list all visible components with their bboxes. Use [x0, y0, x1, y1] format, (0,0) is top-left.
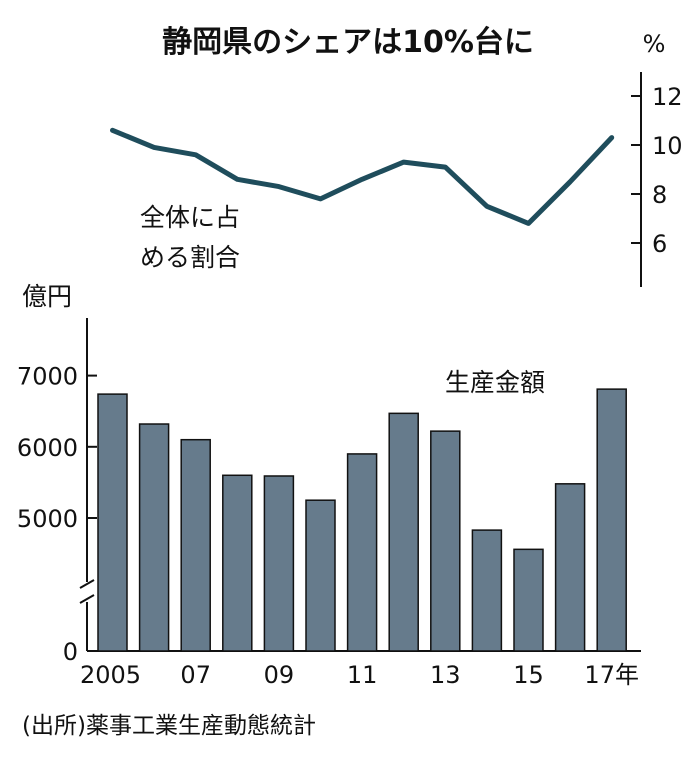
production-y-tick-label: 7000 [17, 363, 78, 391]
production-y-tick-label: 5000 [17, 505, 78, 533]
share-y-tick-label: 10 [652, 132, 683, 160]
share-line [110, 127, 615, 226]
production-x-tick-label: 11 [347, 661, 378, 689]
source-note: (出所)薬事工業生産動態統計 [22, 713, 316, 739]
production-bars [97, 388, 627, 652]
share-y-tick-label: 8 [652, 181, 667, 209]
production-bar-chart: 億円 生産金額 0 5000 6000 7000 2005 07 09 11 13 15 17年 [17, 282, 641, 689]
share-series-label-line: 全体に占 [140, 203, 240, 232]
bar-15 [513, 548, 544, 652]
bar-12 [388, 412, 419, 652]
share-unit-label: % [643, 30, 666, 58]
production-series-label: 生産金額 [445, 368, 545, 397]
axis-break-mark-lower [79, 594, 95, 604]
bar-17年 [596, 388, 627, 652]
production-y-ticks: 0 5000 6000 7000 [17, 363, 97, 666]
bar-07 [180, 438, 211, 652]
bar-2005 [97, 393, 128, 652]
share-y-tick-label: 12 [652, 83, 683, 111]
share-series-label-line: める割合 [140, 243, 240, 272]
share-y-tick-label: 6 [652, 230, 667, 258]
bar-11 [346, 453, 378, 652]
bar-16 [554, 483, 586, 652]
production-x-tick-label: 13 [430, 661, 461, 689]
production-x-tick-label: 15 [513, 661, 544, 689]
production-x-tick-label: 07 [180, 661, 211, 689]
bar-10 [305, 499, 336, 652]
share-y-ticks: 6 8 10 12 [631, 83, 683, 258]
production-x-tick-label: 17年 [584, 661, 639, 689]
production-y-tick-label: 0 [63, 638, 78, 666]
production-x-tick-label: 09 [264, 661, 295, 689]
production-y-tick-label: 6000 [17, 434, 78, 462]
bar-14 [471, 529, 503, 652]
production-x-tick-label: 2005 [80, 661, 141, 689]
production-x-ticks: 2005 07 09 11 13 15 17年 [80, 661, 639, 689]
bar-09 [263, 475, 295, 652]
axis-break-mark-upper [79, 579, 95, 589]
chart-title: 静岡県のシェアは10%台に [162, 25, 534, 60]
bar-06 [138, 423, 170, 652]
production-unit-label: 億円 [22, 282, 72, 311]
bar-08 [222, 474, 253, 652]
bar-13 [430, 430, 461, 652]
